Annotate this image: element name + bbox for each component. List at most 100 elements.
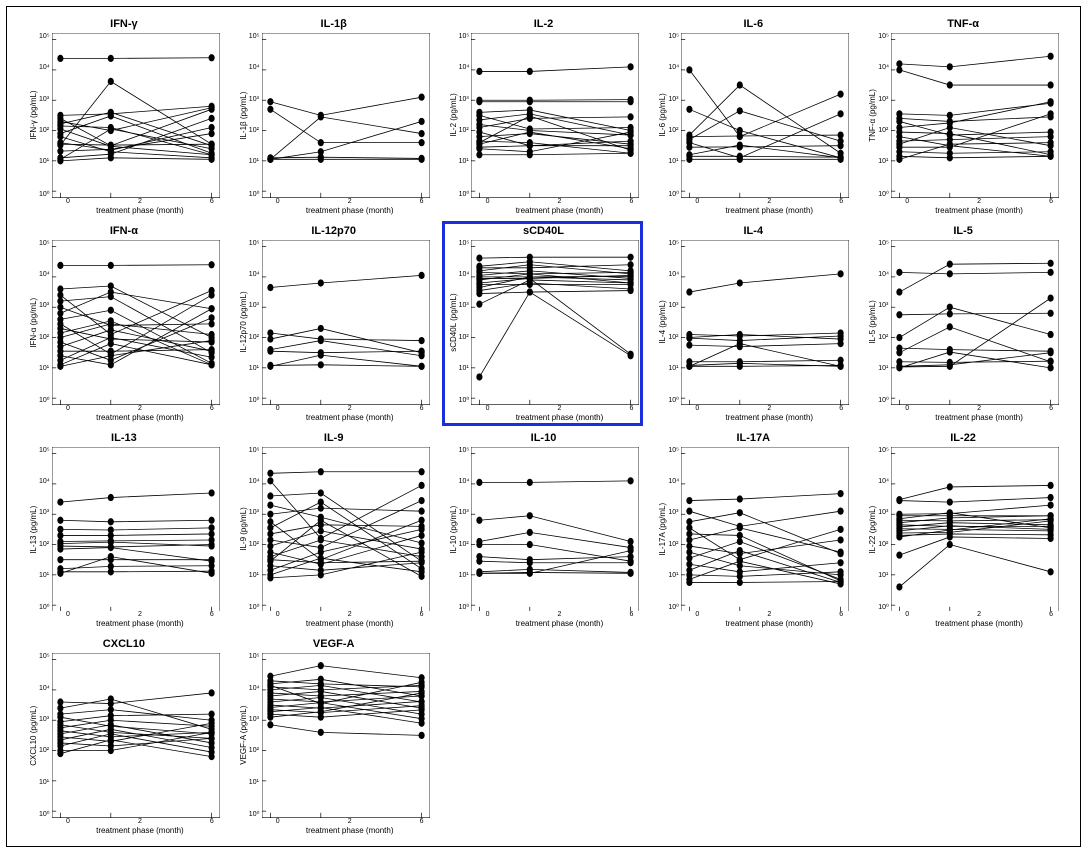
panel-title: IL-12p70 bbox=[311, 225, 356, 237]
plot-svg bbox=[52, 33, 220, 198]
y-tick-label: 10⁰ bbox=[878, 603, 889, 611]
y-tick-label: 10⁰ bbox=[668, 190, 679, 198]
plot-svg bbox=[262, 653, 430, 818]
x-tick-label: 0 bbox=[276, 198, 280, 205]
y-tick-label: 10³ bbox=[878, 509, 889, 516]
y-tick-label: 10³ bbox=[878, 302, 889, 309]
y-tick-label: 10⁴ bbox=[249, 685, 260, 692]
y-tick-label: 10⁰ bbox=[878, 190, 889, 198]
x-tick-label: 0 bbox=[66, 818, 70, 825]
x-axis-label: treatment phase (month) bbox=[270, 206, 430, 215]
panel-title: IL-1β bbox=[321, 18, 347, 30]
x-tick-label: 6 bbox=[420, 818, 424, 825]
x-tick-label: 2 bbox=[348, 198, 352, 205]
y-tick-label: 10¹ bbox=[249, 779, 260, 786]
x-tick-label: 6 bbox=[629, 198, 633, 205]
y-axis-ticks: 10⁵10⁴10³10²10¹10⁰ bbox=[668, 240, 681, 405]
plot-svg bbox=[52, 447, 220, 612]
y-tick-label: 10² bbox=[459, 334, 470, 341]
y-tick-label: 10⁰ bbox=[459, 603, 470, 611]
x-axis-ticks: 0 2 6 bbox=[270, 198, 430, 205]
x-tick-label: 0 bbox=[905, 611, 909, 618]
y-tick-label: 10² bbox=[668, 334, 679, 341]
y-tick-label: 10⁵ bbox=[878, 240, 889, 247]
y-tick-label: 10⁰ bbox=[39, 603, 50, 611]
x-tick-label: 0 bbox=[695, 198, 699, 205]
x-tick-label: 2 bbox=[138, 818, 142, 825]
y-tick-label: 10⁴ bbox=[39, 478, 50, 485]
y-tick-label: 10³ bbox=[668, 509, 679, 516]
y-axis-ticks: 10⁵10⁴10³10²10¹10⁰ bbox=[459, 447, 472, 612]
x-tick-label: 2 bbox=[767, 198, 771, 205]
y-axis-ticks: 10⁵10⁴10³10²10¹10⁰ bbox=[39, 653, 52, 818]
x-axis-label: treatment phase (month) bbox=[60, 826, 220, 835]
x-axis-ticks: 026 bbox=[480, 611, 640, 618]
panel-title: IL-13 bbox=[111, 432, 137, 444]
x-axis-ticks: 026 bbox=[689, 611, 849, 618]
y-axis-ticks: 10⁵10⁴10³10²10¹10⁰ bbox=[39, 240, 52, 405]
y-tick-label: 10¹ bbox=[878, 365, 889, 372]
x-tick-label: 2 bbox=[348, 611, 352, 618]
x-tick-label: 0 bbox=[66, 198, 70, 205]
y-tick-label: 10⁰ bbox=[249, 810, 260, 818]
x-tick-label: 6 bbox=[210, 405, 214, 412]
y-tick-label: 10² bbox=[878, 334, 889, 341]
x-tick-label: 2 bbox=[558, 198, 562, 205]
x-axis-label: treatment phase (month) bbox=[60, 413, 220, 422]
x-tick-label: 6 bbox=[1049, 198, 1053, 205]
y-tick-label: 10⁰ bbox=[39, 396, 50, 404]
y-tick-label: 10¹ bbox=[668, 365, 679, 372]
y-tick-label: 10¹ bbox=[878, 572, 889, 579]
y-tick-label: 10⁰ bbox=[459, 190, 470, 198]
y-tick-label: 10² bbox=[668, 127, 679, 134]
panel-title: IFN-α bbox=[110, 225, 138, 237]
x-tick-label: 0 bbox=[66, 405, 70, 412]
x-axis-label: treatment phase (month) bbox=[689, 619, 849, 628]
x-tick-label: 0 bbox=[66, 611, 70, 618]
y-axis-ticks: 10⁵10⁴10³10²10¹10⁰ bbox=[878, 33, 891, 198]
x-axis-ticks: 026 bbox=[270, 818, 430, 825]
y-tick-label: 10³ bbox=[459, 509, 470, 516]
y-axis-label: IL-4 (pg/mL) bbox=[657, 240, 668, 405]
y-tick-label: 10¹ bbox=[668, 158, 679, 165]
x-axis-ticks: 026 bbox=[899, 611, 1059, 618]
x-tick-label: 2 bbox=[977, 198, 981, 205]
x-tick-label: 0 bbox=[695, 405, 699, 412]
x-axis-ticks: 026 bbox=[480, 405, 640, 412]
x-tick-label: 6 bbox=[1049, 611, 1053, 618]
y-axis-ticks: 10⁵10⁴10³10²10¹10⁰ bbox=[878, 240, 891, 405]
y-tick-label: 10³ bbox=[39, 96, 50, 103]
y-tick-label: 10⁵ bbox=[668, 447, 679, 454]
x-tick-label: 6 bbox=[420, 405, 424, 412]
x-tick-label: 0 bbox=[695, 611, 699, 618]
chart-panel: IFN-γIFN-γ (pg/mL)10⁵10⁴10³10²10¹10⁰026t… bbox=[28, 18, 220, 215]
x-axis-label: treatment phase (month) bbox=[270, 619, 430, 628]
x-axis-label: treatment phase (month) bbox=[480, 206, 640, 215]
y-tick-label: 10⁴ bbox=[249, 271, 260, 278]
chart-panel: sCD40LsCD40L (pg/mL)10⁵10⁴10³10²10¹10⁰02… bbox=[448, 225, 640, 422]
x-tick-label: 6 bbox=[420, 198, 424, 205]
x-tick-label: 0 bbox=[276, 611, 280, 618]
x-tick-label: 0 bbox=[276, 818, 280, 825]
y-axis-ticks: 10⁵10⁴10³10²10¹10⁰ bbox=[39, 447, 52, 612]
x-tick-label: 2 bbox=[558, 405, 562, 412]
chart-panel: IL-4IL-4 (pg/mL)10⁵10⁴10³10²10¹10⁰026tre… bbox=[657, 225, 849, 422]
panel-title: IL-2 bbox=[534, 18, 554, 30]
y-tick-label: 10⁵ bbox=[459, 447, 470, 454]
y-axis-label: IL-2 (pg/mL) bbox=[448, 33, 459, 198]
x-tick-label: 2 bbox=[138, 198, 142, 205]
y-tick-label: 10⁴ bbox=[459, 271, 470, 278]
y-tick-label: 10⁵ bbox=[878, 447, 889, 454]
x-axis-label: treatment phase (month) bbox=[899, 206, 1059, 215]
x-axis-ticks: 026 bbox=[899, 405, 1059, 412]
y-tick-label: 10¹ bbox=[249, 365, 260, 372]
y-tick-label: 10⁵ bbox=[39, 653, 50, 660]
x-tick-label: 6 bbox=[839, 198, 843, 205]
y-tick-label: 10⁴ bbox=[878, 478, 889, 485]
y-tick-label: 10³ bbox=[668, 302, 679, 309]
y-axis-ticks: 10⁵10⁴10³10²10¹10⁰ bbox=[668, 447, 681, 612]
y-tick-label: 10² bbox=[249, 541, 260, 548]
y-tick-label: 10³ bbox=[39, 509, 50, 516]
chart-panel: CXCL10CXCL10 (pg/mL)10⁵10⁴10³10²10¹10⁰02… bbox=[28, 638, 220, 835]
y-tick-label: 10⁵ bbox=[249, 33, 260, 40]
